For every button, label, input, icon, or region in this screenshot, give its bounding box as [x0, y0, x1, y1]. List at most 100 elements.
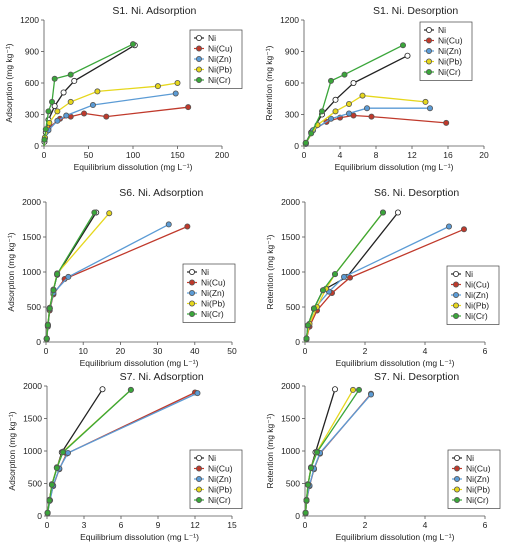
x-tick-label: 0: [45, 520, 50, 530]
data-point: [51, 75, 58, 82]
x-tick-label: 15: [227, 520, 237, 530]
data-point: [359, 92, 366, 99]
y-tick-label: 1500: [22, 232, 41, 242]
legend-label: Ni(Zn): [438, 46, 462, 56]
legend-label: Ni(Zn): [465, 290, 489, 300]
chart-panel: 0 4 8 12 16 20 0 300 600 900 1200 S1. Ni. Desorptio…: [264, 5, 489, 172]
data-point: [45, 108, 52, 115]
data-point: [174, 80, 181, 87]
legend-marker: [425, 69, 432, 76]
y-tick-label: 0: [295, 511, 300, 521]
data-point: [50, 287, 57, 294]
x-tick-label: 200: [215, 150, 229, 160]
x-tick-label: 8: [374, 150, 379, 160]
x-axis-label: Equilibrium dissolution (mg L⁻¹): [80, 532, 199, 542]
y-tick-label: 2000: [22, 197, 41, 207]
x-tick-label: 4: [423, 346, 428, 356]
data-point: [46, 305, 53, 312]
data-point: [331, 271, 338, 278]
x-tick-label: 20: [116, 346, 126, 356]
y-tick-label: 300: [285, 110, 299, 120]
y-tick-label: 2000: [281, 197, 300, 207]
legend-marker: [195, 66, 202, 73]
y-tick-label: 300: [25, 110, 39, 120]
legend-label: Ni(Pb): [208, 485, 232, 495]
x-tick-label: 20: [479, 150, 489, 160]
legend-label: Ni(Cu): [208, 44, 233, 54]
legend-label: Ni(Pb): [465, 301, 489, 311]
data-point: [51, 103, 58, 110]
data-point: [89, 102, 96, 109]
legend-label: Ni(Zn): [208, 474, 232, 484]
data-point: [42, 126, 49, 133]
y-tick-label: 1200: [280, 15, 299, 25]
y-tick-label: 1500: [281, 414, 300, 424]
data-point: [345, 110, 352, 117]
legend-label: Ni: [201, 267, 209, 277]
data-point: [54, 271, 61, 278]
legend-label: Ni(Pb): [201, 299, 225, 309]
y-tick-label: 0: [294, 141, 299, 151]
data-point: [332, 108, 339, 115]
data-point: [331, 386, 338, 393]
data-point: [44, 322, 51, 329]
x-tick-label: 12: [190, 520, 200, 530]
data-point: [184, 223, 191, 230]
data-point: [327, 115, 334, 122]
data-point: [43, 335, 50, 342]
data-point: [44, 509, 51, 516]
legend-marker: [425, 37, 432, 44]
x-tick-label: 30: [153, 346, 163, 356]
legend-marker: [188, 268, 195, 275]
legend-marker: [195, 45, 202, 52]
legend-label: Ni(Cr): [465, 311, 488, 321]
legend-label: Ni(Pb): [438, 57, 462, 67]
data-point: [349, 386, 356, 393]
data-point: [308, 130, 315, 137]
x-tick-label: 9: [156, 520, 161, 530]
x-tick-label: 4: [338, 150, 343, 160]
y-tick-label: 2000: [23, 381, 42, 391]
data-point: [67, 98, 74, 105]
data-point: [345, 101, 352, 108]
series-line: [46, 388, 104, 517]
data-point: [165, 221, 172, 228]
legend-label: Ni: [208, 453, 216, 463]
legend-marker: [453, 475, 460, 482]
series-line: [43, 44, 136, 147]
data-point: [346, 274, 353, 281]
legend-marker: [452, 302, 459, 309]
legend-marker: [453, 465, 460, 472]
y-tick-label: 900: [25, 47, 39, 57]
data-point: [94, 88, 101, 95]
data-point: [81, 110, 88, 117]
data-point: [313, 449, 320, 456]
data-point: [64, 449, 71, 456]
data-point: [460, 226, 467, 233]
data-point: [302, 509, 309, 516]
x-axis-label: Equilibrium dissolution (mg L⁻¹): [335, 162, 454, 172]
legend-label: Ni: [208, 33, 216, 43]
chart-panel: 0 2 4 6 0 500 1000 1500 2000 S6. Ni. Desorption Eq…: [265, 187, 500, 368]
legend-label: Ni(Cr): [438, 67, 461, 77]
x-axis-label: Equilibrium dissolution (mg L⁻¹): [80, 358, 199, 368]
legend-marker: [425, 58, 432, 65]
y-axis-label: Retention (mg kg⁻¹): [265, 413, 275, 488]
x-tick-label: 40: [190, 346, 200, 356]
legend-label: Ni(Cr): [466, 495, 489, 505]
x-tick-label: 0: [303, 520, 308, 530]
y-axis-label: Retention (mg kg⁻¹): [265, 234, 275, 309]
legend-marker: [453, 454, 460, 461]
x-tick-label: 16: [443, 150, 453, 160]
data-point: [327, 77, 334, 84]
legend-label: Ni(Zn): [201, 288, 225, 298]
data-point: [307, 464, 314, 471]
data-point: [332, 96, 339, 103]
legend-label: Ni(Pb): [208, 65, 232, 75]
data-point: [67, 71, 74, 78]
data-point: [65, 273, 72, 280]
y-tick-label: 500: [27, 302, 41, 312]
legend-marker: [452, 312, 459, 319]
x-tick-label: 6: [483, 520, 488, 530]
